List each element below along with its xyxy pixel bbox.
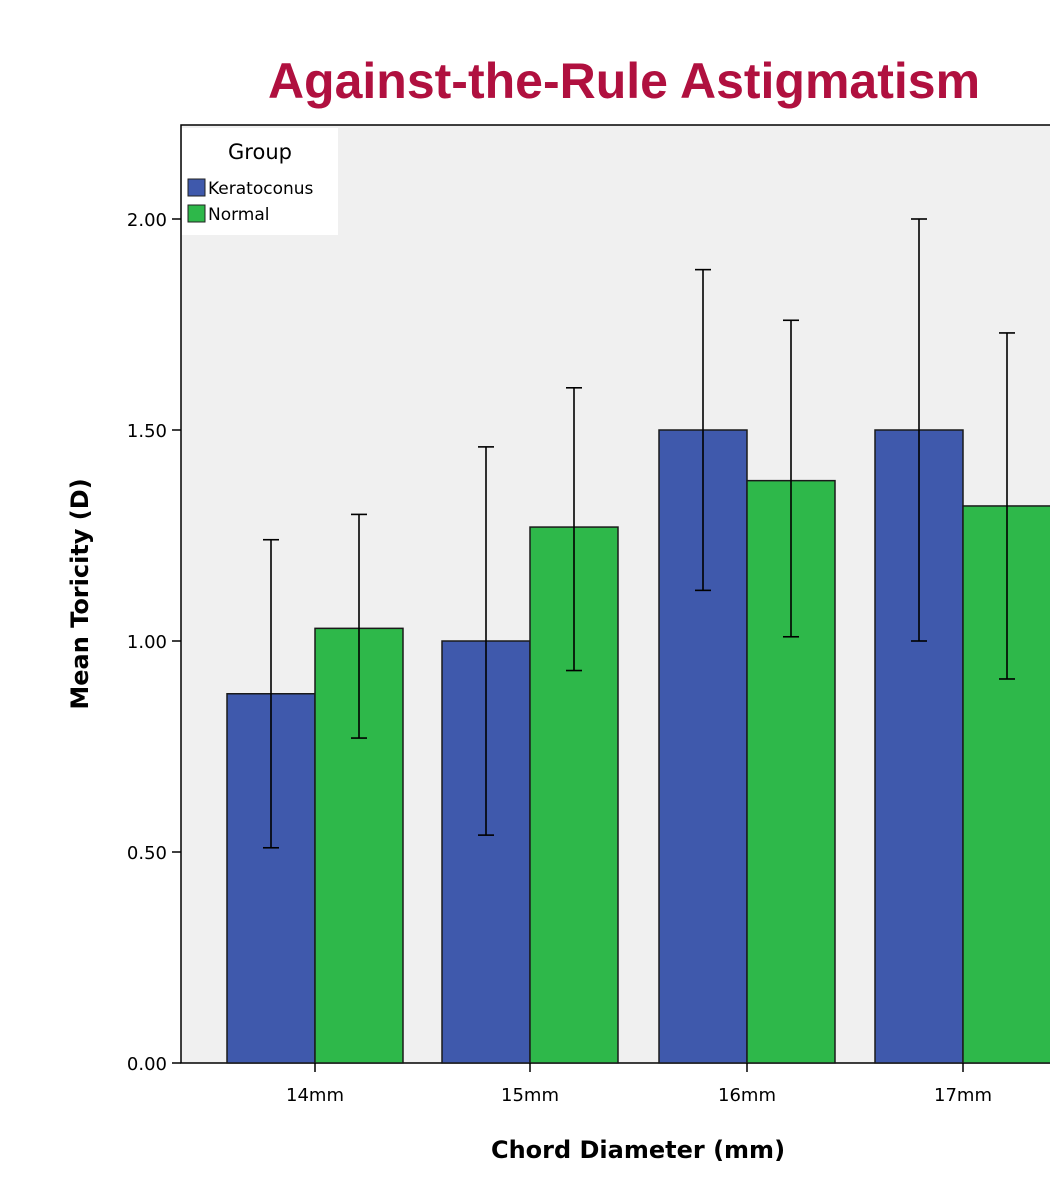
x-axis: 14mm 15mm 16mm 17mm [286, 1063, 992, 1106]
y-axis-title: Mean Toricity (D) [66, 478, 94, 709]
legend-swatch-keratoconus [187, 178, 206, 197]
error-bars-group [263, 218, 1015, 849]
legend-background [182, 128, 338, 235]
x-tick-label: 17mm [934, 1085, 992, 1106]
y-tick-label: 1.00 [127, 632, 167, 653]
x-tick-label: 14mm [286, 1085, 344, 1106]
legend-label-normal: Normal [208, 205, 270, 225]
y-tick-label: 1.50 [127, 421, 167, 442]
x-tick-label: 15mm [501, 1085, 559, 1106]
x-axis-title: Chord Diameter (mm) [491, 1136, 785, 1164]
y-tick-label: 2.00 [127, 210, 167, 231]
legend-title: Group [228, 140, 292, 164]
legend-label-keratoconus: Keratoconus [208, 179, 314, 199]
y-axis: 0.00 0.50 1.00 1.50 2.00 [127, 210, 181, 1075]
x-tick-label: 16mm [718, 1085, 776, 1106]
legend-swatch-normal [187, 204, 206, 223]
legend: Group Keratoconus Normal [182, 128, 338, 235]
chart-title: Against-the-Rule Astigmatism [268, 53, 980, 109]
y-tick-label: 0.00 [127, 1054, 167, 1075]
y-tick-label: 0.50 [127, 843, 167, 864]
